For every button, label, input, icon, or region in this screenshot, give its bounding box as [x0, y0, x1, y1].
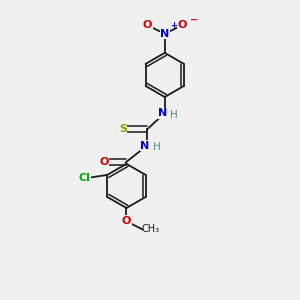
Text: O: O	[99, 157, 109, 167]
Text: N: N	[140, 141, 149, 151]
Text: S: S	[119, 124, 127, 134]
Text: H: H	[170, 110, 178, 120]
Text: O: O	[177, 20, 187, 30]
Text: −: −	[190, 15, 198, 25]
Text: N: N	[160, 29, 169, 39]
Text: CH₃: CH₃	[142, 224, 160, 235]
Text: Cl: Cl	[79, 173, 91, 183]
Text: +: +	[170, 21, 177, 30]
Text: O: O	[122, 216, 131, 226]
Text: O: O	[143, 20, 152, 30]
Text: N: N	[158, 108, 167, 118]
Text: H: H	[153, 142, 160, 152]
